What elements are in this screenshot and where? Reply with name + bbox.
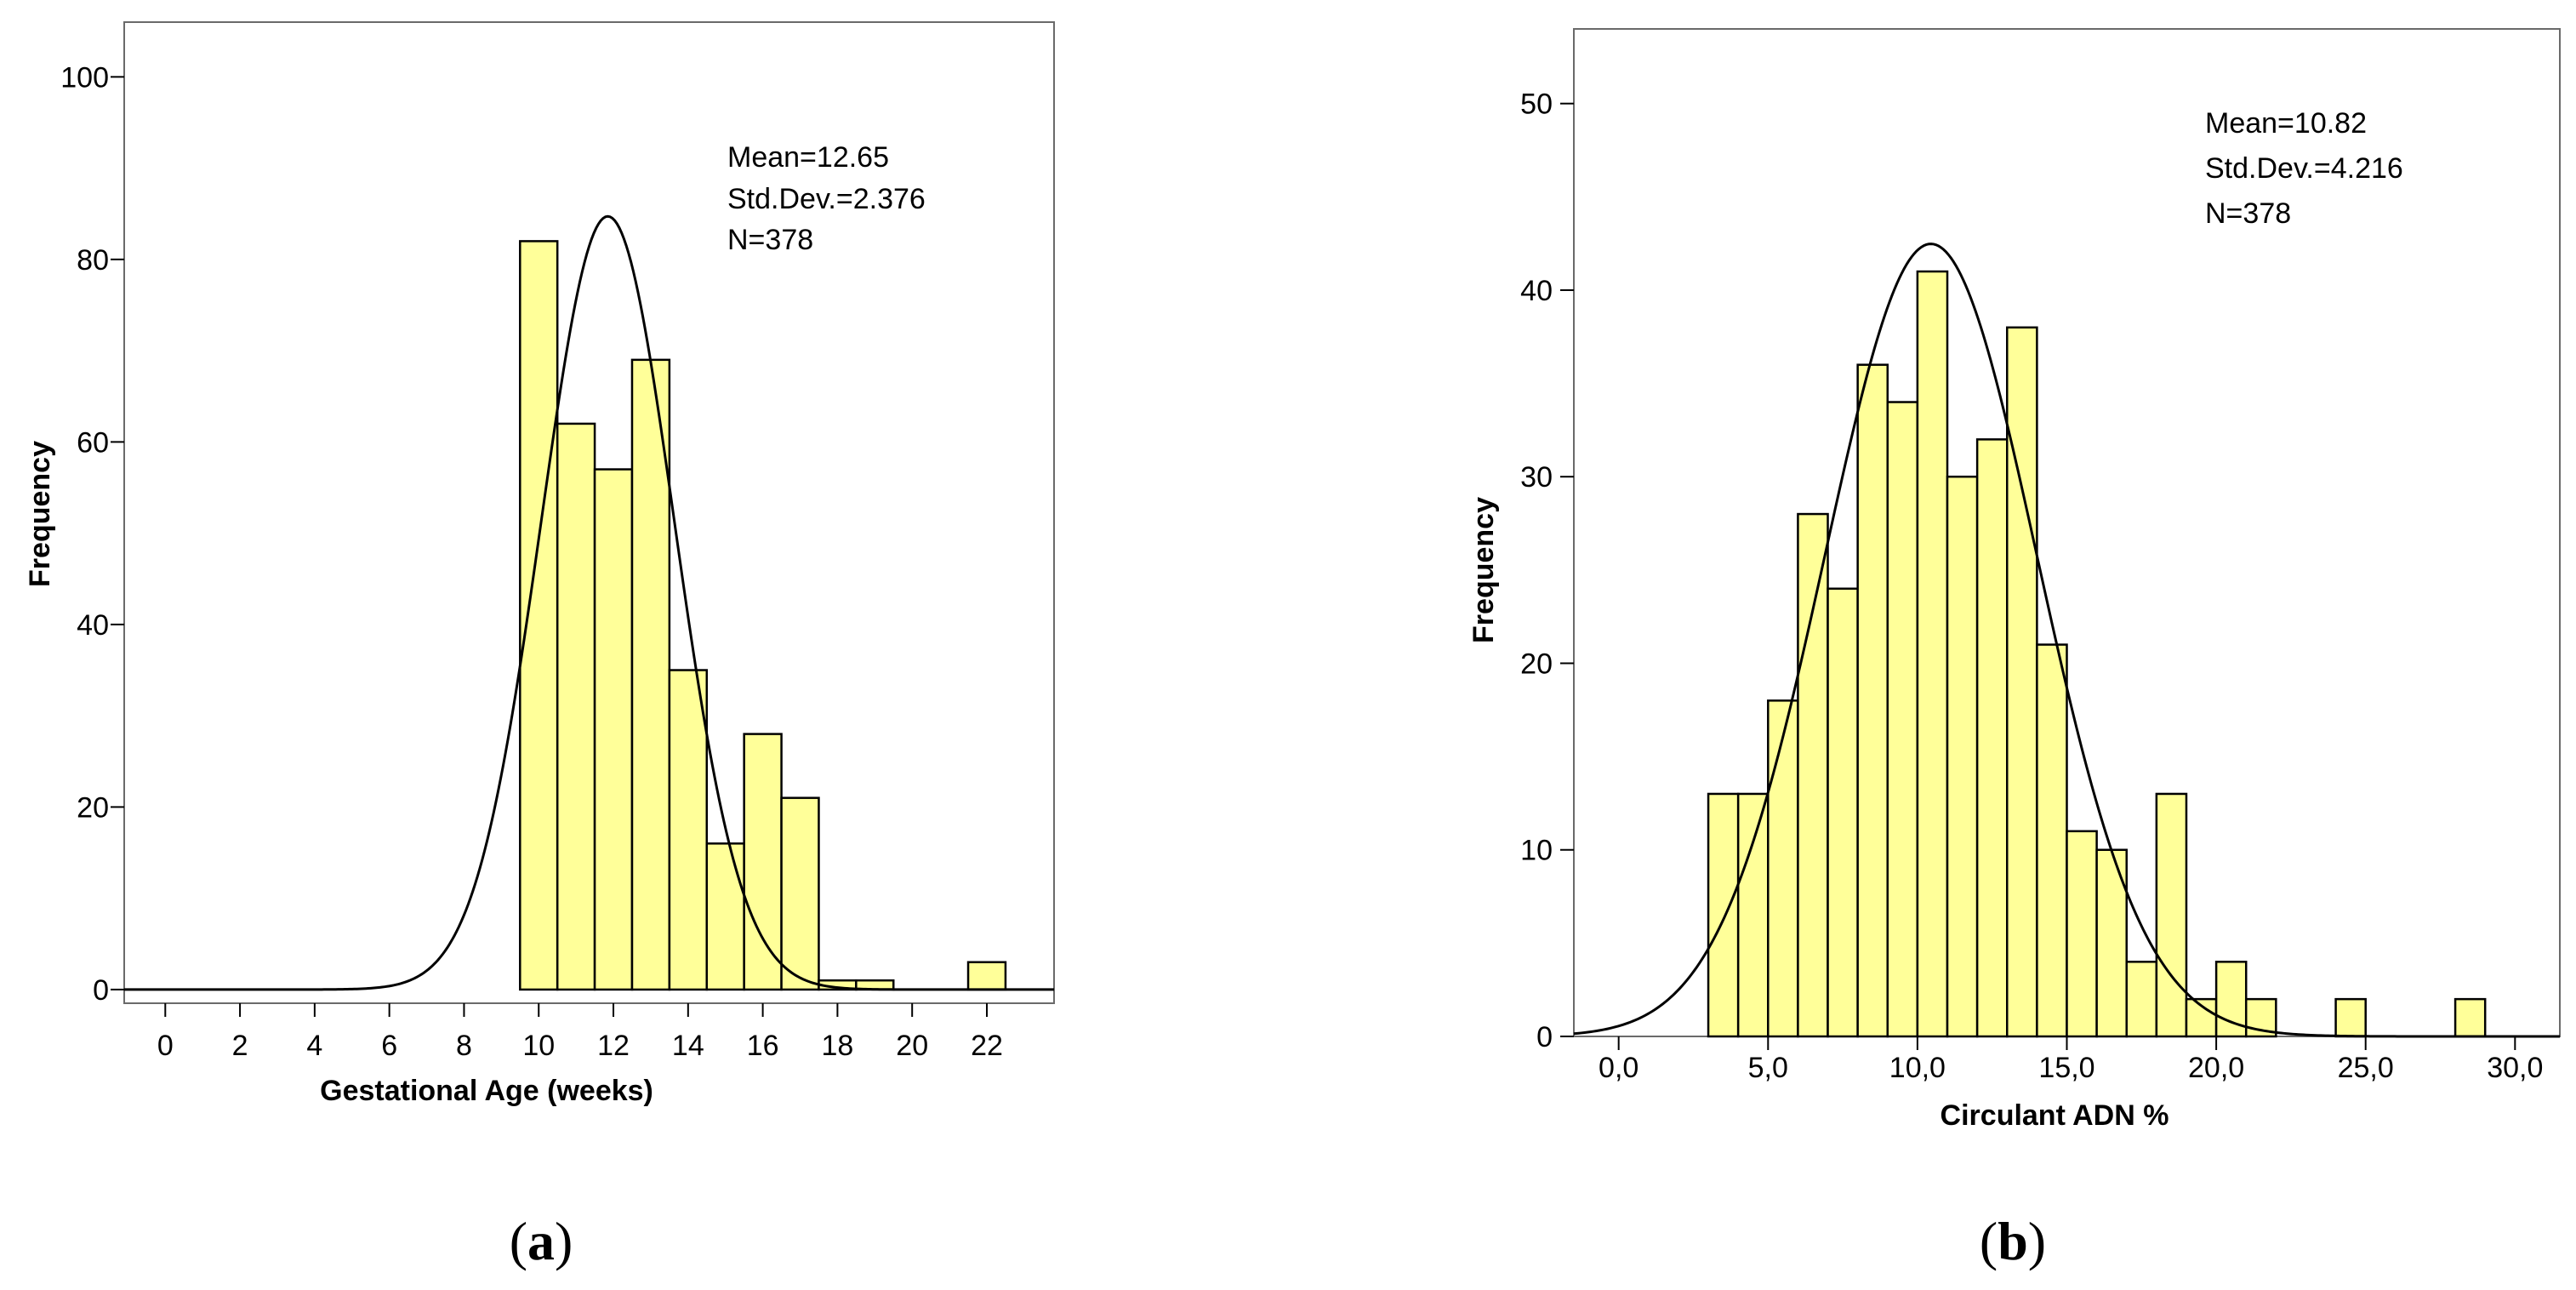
panel-a-x-tick-label: 8 bbox=[456, 1030, 472, 1062]
panel-b-x-ticks: 0,0 5,0 10,0 15,0 20,0 25,0 30,0 bbox=[1599, 1036, 2543, 1084]
panel-b-y-tick-label: 40 bbox=[1520, 275, 1553, 307]
panel-a-bar-5 bbox=[705, 842, 745, 991]
panel-b-bar-3 bbox=[1797, 512, 1829, 1038]
panel-a-bar-7 bbox=[780, 796, 820, 991]
panel-b-x-tick-label: 20,0 bbox=[2188, 1052, 2244, 1084]
panel-b-y-tick-label: 10 bbox=[1520, 835, 1553, 867]
panel-b-label: (b) bbox=[1980, 1211, 2046, 1271]
panel-b-bar-0 bbox=[1707, 792, 1740, 1038]
panel-a-x-tick-label: 4 bbox=[306, 1030, 322, 1062]
panel-b-x-tick-label: 15,0 bbox=[2038, 1052, 2094, 1084]
panel-b-bar-14 bbox=[2125, 961, 2158, 1038]
panel-a-x-tick-label: 6 bbox=[381, 1030, 397, 1062]
panel-b-bar-2 bbox=[1767, 699, 1799, 1038]
panel-b-bar-5 bbox=[1856, 363, 1889, 1038]
panel-b-bar-8 bbox=[1946, 475, 1979, 1038]
panel-a-letter: a bbox=[527, 1211, 555, 1271]
panel-a-bar-6 bbox=[743, 733, 783, 991]
panel-a-y-tick-label: 0 bbox=[93, 974, 109, 1007]
panel-b-y-ticks: 0 10 20 30 40 50 bbox=[1520, 88, 1574, 1053]
panel-b-n-text: N=378 bbox=[2205, 197, 2291, 230]
panel-a-mean-text: Mean=12.65 bbox=[727, 141, 889, 174]
panel-b-letter: b bbox=[1998, 1211, 2028, 1271]
panel-a-y-ticks: 0 20 40 60 80 100 bbox=[60, 61, 124, 1007]
panel-a-label: (a) bbox=[510, 1211, 573, 1271]
panel-b-normal-curve bbox=[1573, 243, 2560, 1038]
panel-b-x-tick-label: 25,0 bbox=[2338, 1052, 2394, 1084]
panel-b-x-tick-label: 30,0 bbox=[2487, 1052, 2543, 1084]
panel-b-bars bbox=[1707, 270, 2487, 1038]
panel-a-close-paren: ) bbox=[555, 1211, 573, 1271]
panel-a-y-axis-title: Frequency bbox=[24, 441, 56, 587]
panel-b-bar-7 bbox=[1916, 270, 1949, 1038]
panel-a-open-paren: ( bbox=[510, 1211, 527, 1271]
panel-a-y-tick-label: 100 bbox=[60, 61, 109, 94]
panel-a-x-tick-label: 10 bbox=[522, 1030, 555, 1062]
panel-b-histogram: 0,0 5,0 10,0 15,0 20,0 25,0 30,0 0 10 20 30 40 50 C… bbox=[1468, 28, 2561, 1271]
panel-a-bar-10 bbox=[966, 961, 1007, 991]
panel-b-x-tick-label: 10,0 bbox=[1889, 1052, 1946, 1084]
panel-b-bar-20 bbox=[2453, 997, 2487, 1038]
panel-b-bar-12 bbox=[2066, 830, 2098, 1038]
panel-a-x-tick-label: 0 bbox=[157, 1030, 174, 1062]
panel-b-bar-4 bbox=[1827, 587, 1859, 1038]
panel-a-x-tick-label: 16 bbox=[747, 1030, 779, 1062]
panel-a-y-tick-label: 20 bbox=[77, 791, 109, 824]
panel-a-bars bbox=[519, 240, 1007, 991]
panel-b-bar-15 bbox=[2155, 792, 2188, 1038]
panel-b-bar-10 bbox=[2006, 326, 2038, 1038]
panel-a-y-tick-label: 40 bbox=[77, 609, 109, 642]
panel-a-x-tick-label: 12 bbox=[597, 1030, 630, 1062]
panel-a-histogram: 0 2 4 6 8 10 12 14 16 18 20 22 0 20 40 60 80 100 Gestati… bbox=[24, 21, 1055, 1271]
panel-a-x-tick-label: 22 bbox=[971, 1030, 1003, 1062]
panel-a-y-tick-label: 60 bbox=[77, 426, 109, 459]
panel-b-bar-11 bbox=[2036, 643, 2068, 1038]
panel-a-x-tick-label: 18 bbox=[821, 1030, 853, 1062]
panel-b-bar-9 bbox=[1975, 438, 2009, 1038]
panel-b-bar-6 bbox=[1886, 401, 1919, 1038]
panel-b-bar-19 bbox=[2334, 997, 2367, 1038]
panel-a-bar-2 bbox=[593, 468, 634, 991]
panel-b-sd-text: Std.Dev.=4.216 bbox=[2205, 152, 2403, 185]
panel-a-x-tick-label: 20 bbox=[896, 1030, 928, 1062]
panel-a-bar-0 bbox=[519, 240, 559, 991]
panel-b-open-paren: ( bbox=[1980, 1211, 1998, 1271]
panel-a-x-tick-label: 2 bbox=[232, 1030, 248, 1062]
panel-a-normal-curve bbox=[124, 214, 1054, 991]
panel-b-x-tick-label: 5,0 bbox=[1748, 1052, 1788, 1084]
panel-b-bar-1 bbox=[1736, 792, 1770, 1038]
panel-a-bar-4 bbox=[668, 669, 709, 991]
panel-b-y-tick-label: 0 bbox=[1536, 1021, 1553, 1053]
panel-b-y-tick-label: 20 bbox=[1520, 648, 1553, 680]
panel-a-n-text: N=378 bbox=[727, 224, 813, 256]
panel-b-x-tick-label: 0,0 bbox=[1599, 1052, 1638, 1084]
panel-b-close-paren: ) bbox=[2028, 1211, 2046, 1271]
panel-a-bar-1 bbox=[556, 422, 596, 991]
panel-a-x-tick-label: 14 bbox=[672, 1030, 704, 1062]
panel-b-y-axis-title: Frequency bbox=[1468, 497, 1500, 643]
panel-a-bar-3 bbox=[630, 358, 671, 991]
panel-a-x-ticks: 0 2 4 6 8 10 12 14 16 18 20 22 bbox=[157, 1003, 1003, 1062]
panel-a-y-tick-label: 80 bbox=[77, 244, 109, 277]
panel-a-sd-text: Std.Dev.=2.376 bbox=[727, 183, 926, 215]
panel-b-y-tick-label: 30 bbox=[1520, 461, 1553, 494]
panel-b-y-tick-label: 50 bbox=[1520, 88, 1553, 121]
panel-a-x-axis-title: Gestational Age (weeks) bbox=[320, 1075, 653, 1107]
panel-b-mean-text: Mean=10.82 bbox=[2205, 107, 2367, 140]
panel-b-x-axis-title: Circulant ADN % bbox=[1941, 1099, 2169, 1132]
